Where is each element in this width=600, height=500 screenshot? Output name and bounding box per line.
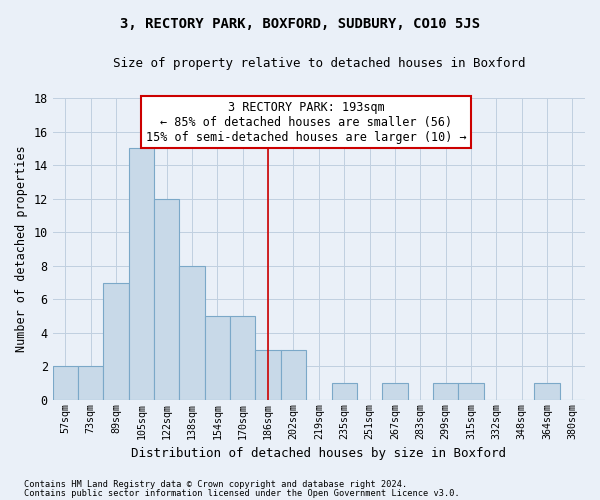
Bar xyxy=(230,316,256,400)
Title: Size of property relative to detached houses in Boxford: Size of property relative to detached ho… xyxy=(113,58,525,70)
Text: 3, RECTORY PARK, BOXFORD, SUDBURY, CO10 5JS: 3, RECTORY PARK, BOXFORD, SUDBURY, CO10 … xyxy=(120,18,480,32)
Bar xyxy=(458,383,484,400)
Bar xyxy=(382,383,407,400)
Text: Contains public sector information licensed under the Open Government Licence v3: Contains public sector information licen… xyxy=(24,488,460,498)
Bar xyxy=(332,383,357,400)
Bar xyxy=(281,350,306,400)
Bar xyxy=(78,366,103,400)
X-axis label: Distribution of detached houses by size in Boxford: Distribution of detached houses by size … xyxy=(131,447,506,460)
Bar xyxy=(256,350,281,400)
Bar xyxy=(129,148,154,400)
Bar xyxy=(535,383,560,400)
Bar xyxy=(53,366,78,400)
Bar xyxy=(154,198,179,400)
Bar xyxy=(433,383,458,400)
Y-axis label: Number of detached properties: Number of detached properties xyxy=(15,146,28,352)
Bar xyxy=(103,282,129,400)
Text: 3 RECTORY PARK: 193sqm
← 85% of detached houses are smaller (56)
15% of semi-det: 3 RECTORY PARK: 193sqm ← 85% of detached… xyxy=(146,100,466,144)
Bar xyxy=(205,316,230,400)
Text: Contains HM Land Registry data © Crown copyright and database right 2024.: Contains HM Land Registry data © Crown c… xyxy=(24,480,407,489)
Bar xyxy=(179,266,205,400)
